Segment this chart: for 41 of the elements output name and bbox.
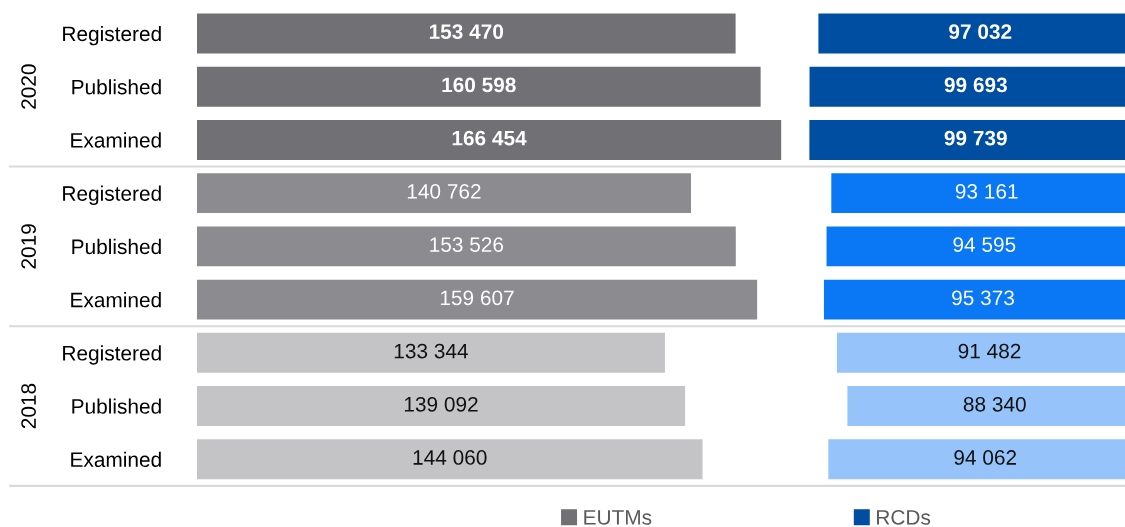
- bar: [196, 279, 758, 320]
- y-tick-label: Examined: [71, 292, 161, 308]
- data-label: 88 340: [963, 396, 1026, 412]
- bar: [196, 439, 703, 480]
- y-tick-label: Examined: [71, 451, 161, 468]
- data-label: 93 161: [955, 183, 1018, 199]
- data-label: 153 526: [430, 237, 504, 252]
- data-label: 99 693: [944, 77, 1007, 93]
- y-tick-label: Registered: [63, 185, 161, 206]
- bar: [196, 13, 736, 54]
- y-tick-label: Registered: [63, 25, 161, 46]
- data-label: 160 598: [442, 77, 516, 93]
- bar: [196, 66, 761, 107]
- data-label: 153 470: [429, 24, 504, 40]
- data-label: 140 762: [407, 183, 481, 199]
- data-label: 91 482: [958, 343, 1021, 359]
- y-tick-label: Registered: [63, 345, 161, 365]
- bar: [196, 226, 736, 267]
- data-label: 133 344: [394, 343, 468, 359]
- bar: [196, 332, 665, 373]
- y-tick-label: Examined: [71, 132, 161, 148]
- data-label: 99 739: [944, 130, 1007, 146]
- data-label: 139 092: [404, 396, 478, 412]
- data-label: 144 060: [413, 450, 487, 465]
- text: 2018: [21, 383, 36, 429]
- text: 2020: [21, 64, 36, 109]
- text: 2019: [21, 224, 36, 269]
- data-label: 159 607: [440, 290, 514, 306]
- y-tick-label: Published: [72, 398, 161, 414]
- y-tick-label: Published: [72, 238, 161, 255]
- legend-label: RCDs: [877, 509, 931, 525]
- data-label: 94 595: [953, 237, 1016, 252]
- bar: [196, 386, 686, 427]
- data-label: 166 454: [452, 130, 527, 146]
- legend-label: EUTMs: [584, 510, 652, 525]
- data-label: 95 373: [952, 290, 1014, 306]
- bar: [196, 173, 691, 214]
- data-label: 97 032: [949, 24, 1012, 40]
- data-label: 94 062: [954, 450, 1017, 465]
- bar: [196, 119, 782, 160]
- y-tick-label: Published: [72, 79, 161, 95]
